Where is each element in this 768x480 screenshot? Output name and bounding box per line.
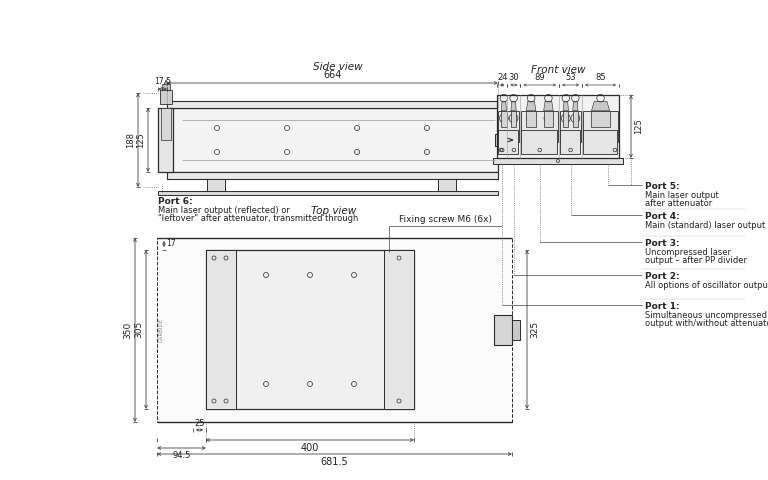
Bar — [521, 111, 558, 142]
Text: 125: 125 — [136, 132, 145, 148]
Text: Simultaneous uncompressed laser: Simultaneous uncompressed laser — [645, 311, 768, 320]
Text: 24: 24 — [497, 73, 508, 82]
Text: 681.5: 681.5 — [321, 457, 349, 467]
Bar — [591, 111, 610, 127]
Bar — [560, 111, 581, 142]
Bar — [167, 172, 498, 179]
Polygon shape — [573, 101, 578, 111]
Bar — [167, 108, 498, 172]
Text: Main laser output (reflected) or: Main laser output (reflected) or — [158, 206, 290, 215]
Text: 400: 400 — [301, 443, 319, 453]
Text: 30: 30 — [508, 73, 519, 82]
Text: Main laser output: Main laser output — [645, 191, 719, 200]
Text: 17.5: 17.5 — [154, 77, 171, 86]
Text: 305: 305 — [134, 321, 143, 338]
Bar — [512, 320, 520, 340]
Bar — [158, 191, 498, 195]
Text: 664: 664 — [323, 70, 342, 80]
Bar — [493, 158, 623, 164]
Bar — [573, 111, 578, 127]
Text: 17: 17 — [166, 240, 176, 249]
Bar — [511, 111, 516, 127]
Text: 53: 53 — [565, 73, 576, 82]
Bar — [384, 250, 414, 409]
Text: Port 4:: Port 4: — [645, 212, 680, 221]
Text: Side view: Side view — [313, 62, 362, 72]
Text: 125: 125 — [634, 119, 643, 134]
Bar — [498, 130, 518, 154]
Bar — [162, 84, 170, 90]
Bar — [521, 130, 557, 154]
Bar — [157, 238, 512, 422]
Polygon shape — [563, 101, 568, 111]
Bar — [207, 179, 225, 191]
Text: Port 2:: Port 2: — [645, 272, 680, 281]
Text: CARBIDE: CARBIDE — [158, 318, 164, 342]
Text: Main (standard) laser output: Main (standard) laser output — [645, 221, 765, 230]
Bar — [502, 111, 507, 127]
Text: 85: 85 — [595, 73, 606, 82]
Bar — [498, 111, 519, 142]
Bar — [206, 250, 414, 409]
Text: All options of oscillator output: All options of oscillator output — [645, 281, 768, 290]
Polygon shape — [502, 101, 507, 111]
Text: Port 1:: Port 1: — [645, 302, 680, 311]
Bar — [563, 111, 568, 127]
Text: Port 6:: Port 6: — [158, 197, 193, 206]
Text: Port 5:: Port 5: — [645, 182, 680, 191]
Polygon shape — [544, 101, 553, 111]
Text: 25: 25 — [194, 419, 205, 428]
Bar — [560, 130, 580, 154]
Text: Uncompressed laser: Uncompressed laser — [645, 248, 731, 257]
Bar — [526, 111, 536, 127]
Text: Fixing screw M6 (6x): Fixing screw M6 (6x) — [399, 215, 492, 224]
Text: 325: 325 — [530, 321, 539, 338]
Text: output with/without attenuator: output with/without attenuator — [645, 319, 768, 328]
Text: after attenuator: after attenuator — [645, 199, 712, 208]
Bar — [206, 250, 236, 409]
Bar — [583, 130, 617, 154]
Bar — [495, 134, 507, 146]
Bar — [544, 111, 553, 127]
Bar — [161, 108, 171, 140]
Text: 94.5: 94.5 — [172, 451, 190, 460]
Bar — [167, 101, 498, 108]
Bar — [583, 111, 618, 142]
Text: "leftover" after attenuator, transmitted through: "leftover" after attenuator, transmitted… — [158, 214, 359, 223]
Text: 89: 89 — [535, 73, 545, 82]
Text: 188: 188 — [126, 132, 135, 148]
Polygon shape — [591, 101, 610, 111]
Bar — [160, 90, 172, 104]
Text: Top view: Top view — [311, 206, 356, 216]
Text: 350: 350 — [123, 322, 132, 338]
Text: Port 3:: Port 3: — [645, 239, 680, 248]
Polygon shape — [162, 80, 170, 90]
Bar — [497, 95, 619, 158]
Text: output – after PP divider: output – after PP divider — [645, 256, 747, 265]
Bar — [438, 179, 456, 191]
Polygon shape — [511, 101, 516, 111]
Polygon shape — [526, 101, 536, 111]
Bar — [158, 108, 173, 172]
Text: Front view: Front view — [531, 65, 585, 75]
Bar — [494, 315, 512, 345]
